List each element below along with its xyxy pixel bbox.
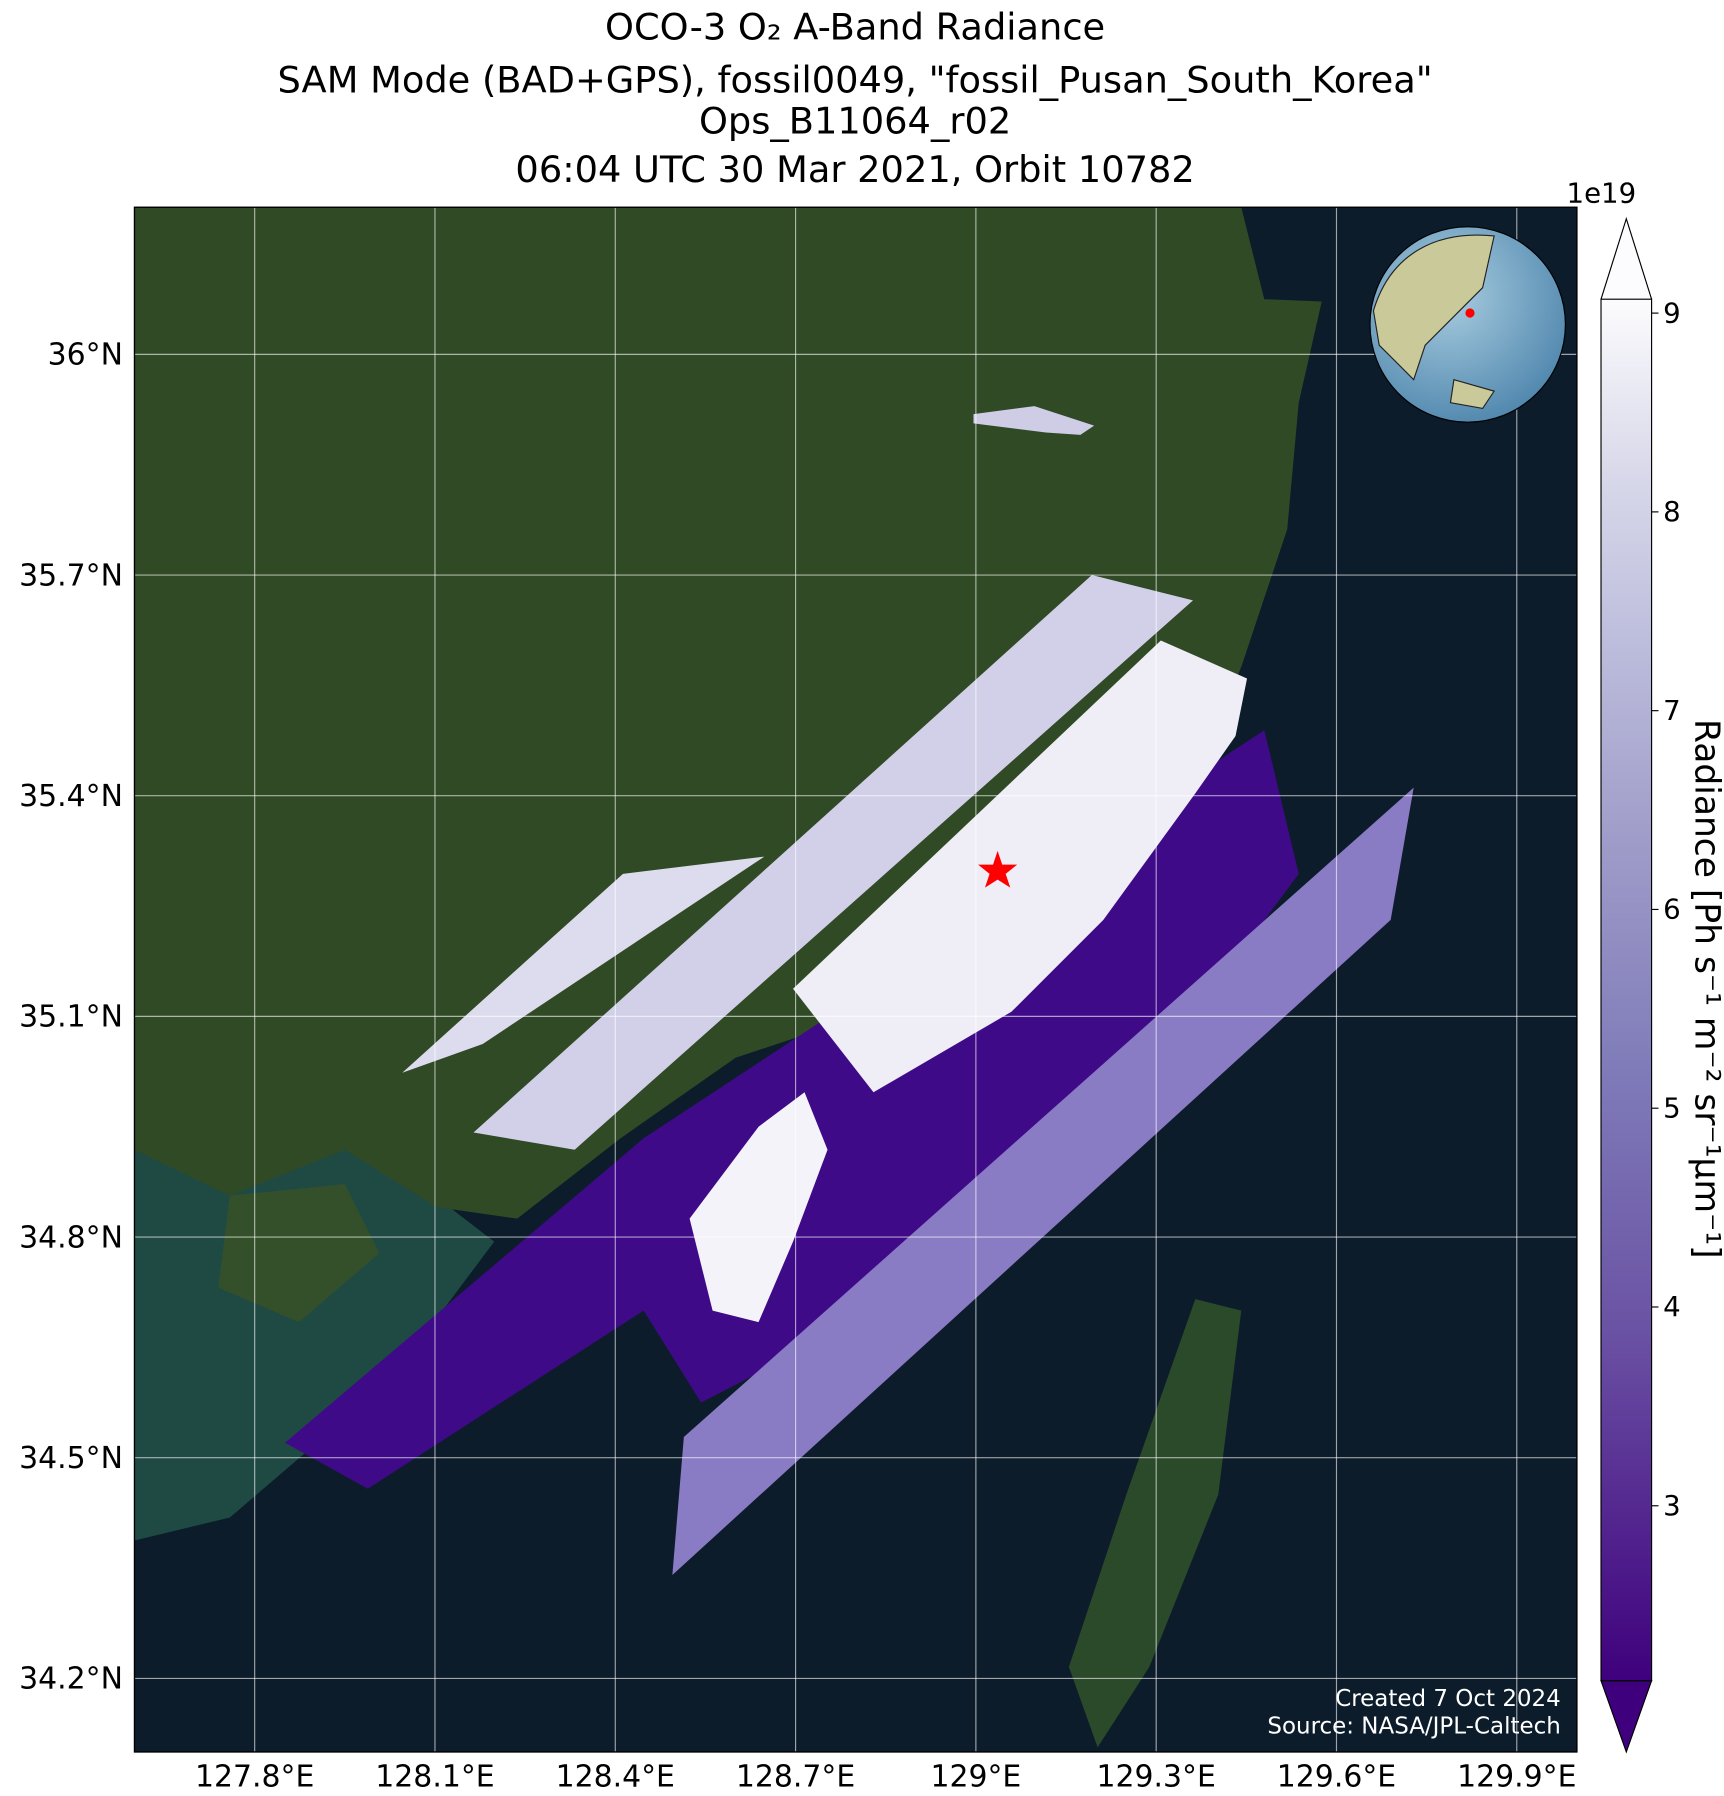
gridlines — [134, 207, 1577, 1752]
shallow-sea — [134, 1103, 495, 1541]
map: Created 7 Oct 2024 Source: NASA/JPL-Calt… — [134, 207, 1577, 1752]
title-line: Ops_B11064_r02 — [699, 100, 1011, 143]
colorbar-label: Radiance [Ph s⁻¹ m⁻² sr⁻¹µm⁻¹] — [1686, 719, 1724, 1258]
island — [218, 1184, 380, 1323]
lat-tick-label: 35.7°N — [19, 558, 123, 593]
lat-tick-label: 34.2°N — [19, 1662, 123, 1697]
title-line: 06:04 UTC 30 Mar 2021, Orbit 10782 — [515, 148, 1194, 191]
lon-tick-label: 128.7°E — [736, 1759, 855, 1794]
colorbar-tick-label: 3 — [1663, 1489, 1681, 1522]
site-marker — [978, 850, 1018, 888]
colorbar-extend-max — [1600, 216, 1653, 300]
colorbar-extend-min — [1600, 1680, 1653, 1754]
lon-tick-label: 129.9°E — [1457, 1759, 1576, 1794]
title-line: SAM Mode (BAD+GPS), fossil0049, "fossil_… — [278, 58, 1433, 101]
lat-tick-label: 34.8°N — [19, 1220, 123, 1255]
lon-tick-label: 129.3°E — [1097, 1759, 1216, 1794]
title-line: OCO-3 O₂ A-Band Radiance — [605, 5, 1105, 48]
colorbar-frame — [1600, 298, 1653, 1682]
colorbar-scale — [1601, 299, 1652, 1681]
lon-tick-label: 128.1°E — [375, 1759, 494, 1794]
colorbar: 3 4 5 6 7 8 9 — [1600, 216, 1681, 1754]
map-frame — [133, 206, 1578, 1753]
lat-tick-label: 35.4°N — [19, 779, 123, 814]
title: OCO-3 O₂ A-Band Radiance SAM Mode (BAD+G… — [278, 5, 1433, 191]
credit: Created 7 Oct 2024 — [1335, 1686, 1561, 1712]
colorbar-tick-label: 4 — [1663, 1290, 1681, 1323]
colorbar-tick-label: 7 — [1663, 694, 1681, 727]
colorbar-tick-label: 9 — [1663, 296, 1681, 329]
land — [134, 207, 1322, 1219]
lat-tick-label: 36°N — [48, 338, 123, 373]
swaths — [285, 406, 1414, 1575]
lon-tick-label: 129.6°E — [1277, 1759, 1396, 1794]
globe-inset — [1369, 226, 1566, 423]
credit: Source: NASA/JPL-Caltech — [1267, 1714, 1560, 1740]
colorbar-multiplier: 1e19 — [1567, 177, 1637, 210]
lat-tick-label: 35.1°N — [19, 1000, 123, 1035]
axis-ticks: 127.8°E 128.1°E 128.4°E 128.7°E 129°E 129.3°E… — [19, 338, 1576, 1795]
island — [1068, 1299, 1242, 1748]
lon-tick-label: 129°E — [930, 1759, 1021, 1794]
colorbar-tick-label: 8 — [1663, 495, 1681, 528]
lon-tick-label: 127.8°E — [195, 1759, 314, 1794]
colorbar-tick-label: 6 — [1663, 893, 1681, 926]
lon-tick-label: 128.4°E — [556, 1759, 675, 1794]
lat-tick-label: 34.5°N — [19, 1441, 123, 1476]
colorbar-tick-label: 5 — [1663, 1091, 1681, 1124]
